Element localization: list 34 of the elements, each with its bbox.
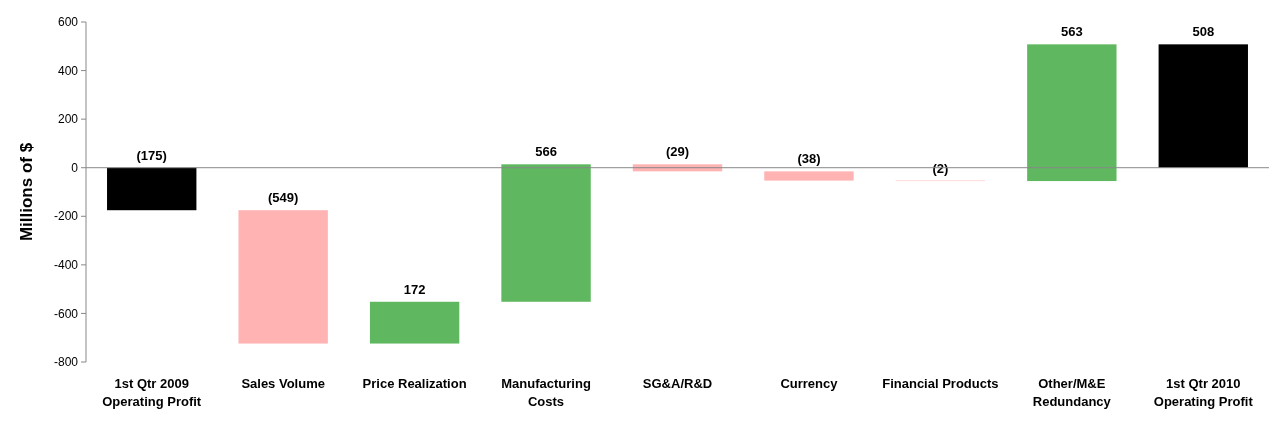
y-tick-label: -400 — [53, 258, 79, 273]
y-tick-label: 200 — [57, 112, 79, 127]
y-tick-label: 400 — [57, 63, 79, 78]
data-label: (38) — [797, 151, 821, 167]
y-tick-label: 0 — [71, 160, 79, 175]
x-tick-label: SG&A/R&D — [642, 376, 713, 391]
bar — [1027, 44, 1117, 182]
x-tick-label: Financial Products — [882, 376, 999, 391]
data-label: 566 — [535, 144, 557, 160]
x-tick-label: 1st Qtr 2010 Operating Profit — [1153, 376, 1254, 409]
y-tick-label: -600 — [53, 306, 79, 321]
data-label: (175) — [136, 147, 167, 163]
bar — [369, 301, 460, 344]
data-label: 563 — [1060, 24, 1083, 40]
data-label: (549) — [267, 190, 299, 206]
x-tick-label: Other/M&E Redundancy — [1032, 376, 1112, 409]
x-tick-label: Currency — [780, 376, 839, 391]
x-tick-label: Price Realization — [362, 376, 467, 391]
data-label: 508 — [1192, 24, 1215, 40]
data-label: (2) — [932, 160, 949, 176]
y-axis-title: Millions of $ — [17, 142, 36, 242]
y-tick-label: -200 — [53, 209, 79, 224]
data-label: (29) — [665, 144, 690, 160]
bar — [501, 164, 591, 302]
bar — [764, 171, 854, 181]
x-tick-label: 1st Qtr 2009 Operating Profit — [102, 376, 202, 409]
data-label: 172 — [403, 281, 426, 297]
y-tick-label: 600 — [57, 15, 79, 30]
bar — [107, 167, 197, 211]
bar — [1158, 44, 1248, 168]
x-tick-label: Sales Volume — [241, 376, 325, 391]
bar — [238, 210, 328, 344]
y-tick-label: -800 — [53, 355, 79, 370]
x-tick-label: Manufacturing Costs — [501, 376, 591, 409]
